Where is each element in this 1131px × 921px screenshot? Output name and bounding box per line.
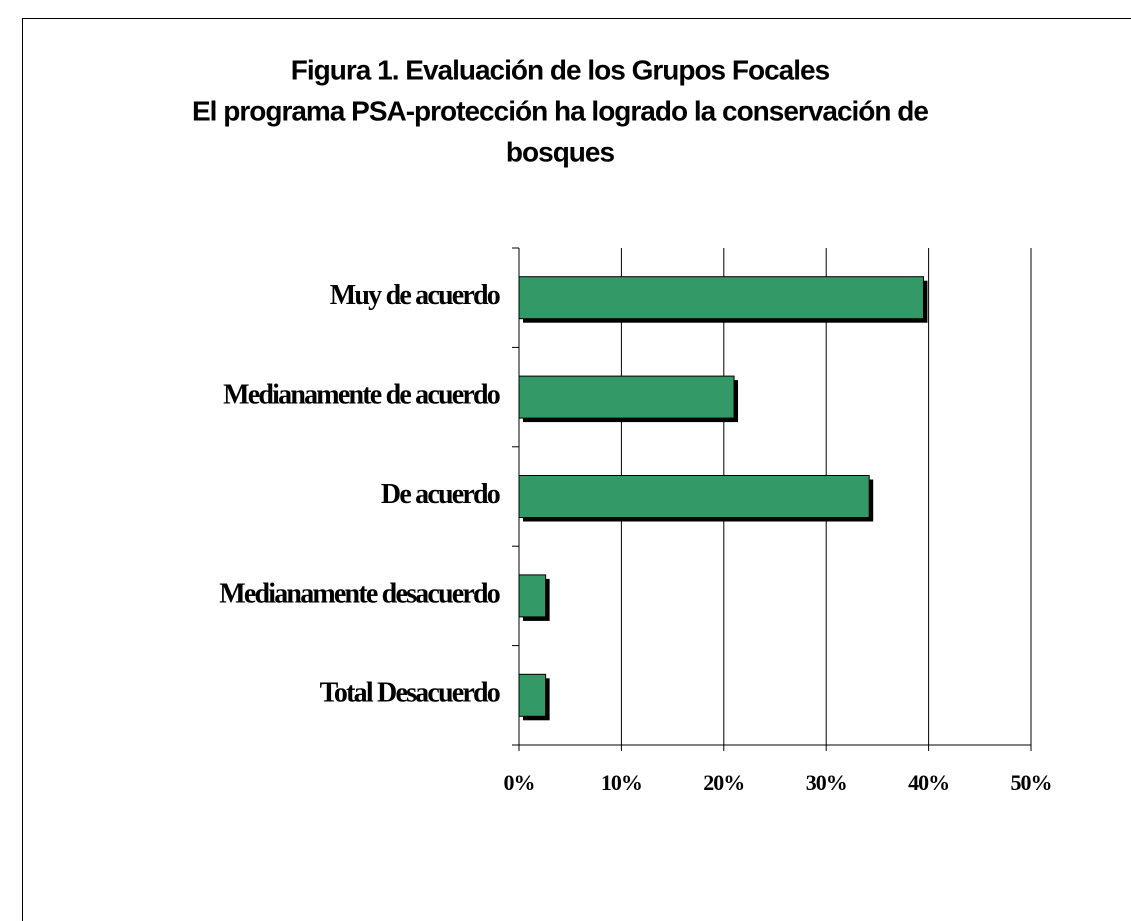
bar	[518, 574, 547, 618]
x-tick-label: 20%	[703, 770, 744, 795]
x-tick-label: 30%	[806, 770, 847, 795]
y-tick-label: Total Desacuerdo	[320, 678, 500, 709]
bar	[518, 673, 547, 717]
chart-title: El programa PSA-protección ha logrado la…	[192, 95, 928, 126]
bar	[518, 375, 735, 419]
y-tick-label: Medianamente desacuerdo	[219, 578, 500, 609]
y-tick-label: De acuerdo	[381, 479, 500, 510]
x-tick-label: 0%	[504, 770, 535, 795]
chart-frame	[22, 18, 1131, 921]
chart-title: bosques	[506, 136, 615, 167]
x-tick-label: 50%	[1011, 770, 1052, 795]
y-tick-label: Medianamente de acuerdo	[223, 380, 500, 411]
y-tick-label: Muy de acuerdo	[330, 280, 500, 311]
bar	[518, 475, 870, 518]
x-tick-label: 40%	[908, 770, 949, 795]
chart-title: Figura 1. Evaluación de los Grupos Focal…	[291, 54, 830, 85]
bar	[518, 276, 924, 320]
x-tick-label: 10%	[601, 770, 642, 795]
